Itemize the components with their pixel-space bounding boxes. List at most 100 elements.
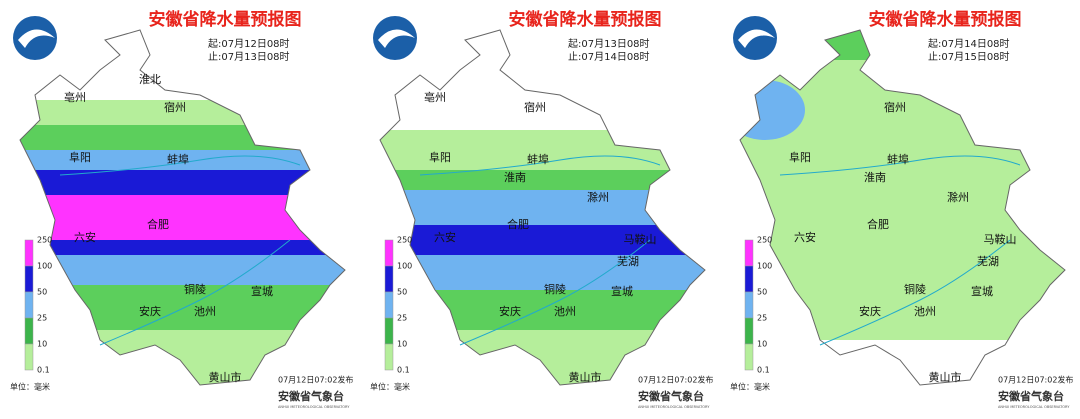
city-label: 蚌埠: [887, 152, 909, 166]
legend-swatch: [24, 239, 34, 267]
agency: 安徽省气象台: [278, 389, 344, 403]
legend-swatch: [744, 343, 754, 371]
map: [380, 30, 705, 385]
legend-swatch: [24, 343, 34, 371]
legend-swatch: [744, 265, 754, 293]
city-label: 宿州: [524, 100, 546, 114]
city-label: 宣城: [611, 284, 633, 298]
legend-label: 100: [37, 262, 52, 271]
logo-swirl: [738, 29, 775, 48]
city-label: 安庆: [859, 304, 881, 318]
logo-swirl: [18, 29, 55, 48]
start-time: 起:07月12日08时: [208, 38, 290, 50]
city-label: 马鞍山: [984, 232, 1017, 246]
publish-time: 07月12日07:02发布: [278, 375, 353, 385]
city-label: 阜阳: [69, 151, 91, 164]
city-label: 六安: [794, 230, 816, 244]
legend-label: 100: [397, 262, 412, 271]
logo: [13, 16, 57, 60]
city-label: 安庆: [499, 304, 521, 318]
start-time: 起:07月14日08时: [928, 38, 1010, 50]
city-label: 宣城: [971, 284, 993, 298]
province-border: [379, 29, 706, 386]
city-label: 合肥: [147, 217, 169, 231]
legend-swatch: [384, 265, 394, 293]
city-label: 马鞍山: [624, 232, 657, 246]
river: [419, 155, 661, 176]
unit: 单位：毫米: [370, 382, 410, 392]
city-label: 宿州: [884, 100, 906, 114]
legend-swatch: [744, 291, 754, 319]
unit: 单位：毫米: [10, 382, 50, 392]
city-label: 蚌埠: [527, 152, 549, 166]
river: [59, 155, 301, 176]
legend-swatch: [744, 239, 754, 267]
rain-band: [380, 255, 705, 290]
end-time: 止:07月13日08时: [208, 51, 290, 63]
city-label: 亳州: [424, 90, 446, 104]
legend-label: 0.1: [37, 366, 50, 375]
legend-label: 0.1: [397, 366, 410, 375]
rain-band: [20, 285, 345, 330]
agency-en: ANHUI METEOROLOGICAL OBSERVATORY: [998, 405, 1070, 409]
river: [819, 239, 1011, 346]
city-label: 黄山市: [929, 370, 962, 384]
city-label: 池州: [554, 305, 576, 318]
agency: 安徽省气象台: [998, 389, 1064, 403]
rain-band: [20, 240, 345, 255]
city-label: 亳州: [64, 90, 86, 104]
panel-title: 安徽省降水量预报图: [869, 9, 1022, 30]
legend-swatch: [384, 343, 394, 371]
legend-label: 250: [757, 236, 772, 245]
legend-label: 10: [37, 340, 47, 349]
city-label: 黄山市: [569, 370, 602, 384]
legend-swatch: [24, 291, 34, 319]
city-label: 蚌埠: [167, 152, 189, 166]
city-label: 芜湖: [977, 254, 999, 268]
rain-band: [20, 125, 345, 150]
city-label: 滁州: [947, 190, 969, 204]
agency-en: ANHUI METEOROLOGICAL OBSERVATORY: [638, 405, 710, 409]
publish-time: 07月12日07:02发布: [998, 375, 1073, 385]
legend-swatch: [384, 291, 394, 319]
city-label: 池州: [914, 305, 936, 318]
start-time: 起:07月13日08时: [568, 38, 650, 50]
city-label: 六安: [74, 230, 96, 244]
legend-label: 25: [757, 314, 767, 323]
logo-swirl: [378, 29, 415, 48]
river: [459, 239, 651, 346]
city-label: 宿州: [164, 100, 186, 114]
city-label: 淮北: [139, 73, 161, 86]
city-label: 阜阳: [789, 151, 811, 164]
river: [99, 239, 291, 346]
river: [779, 155, 1021, 176]
legend-swatch: [744, 317, 754, 345]
logo: [373, 16, 417, 60]
legend-label: 25: [397, 314, 407, 323]
city-label: 滁州: [587, 190, 609, 204]
legend-label: 250: [397, 236, 412, 245]
legend-swatch: [384, 317, 394, 345]
agency: 安徽省气象台: [638, 389, 704, 403]
unit: 单位：毫米: [730, 382, 770, 392]
end-time: 止:07月14日08时: [568, 51, 650, 63]
legend-label: 25: [37, 314, 47, 323]
city-label: 六安: [434, 230, 456, 244]
city-label: 黄山市: [209, 370, 242, 384]
city-label: 池州: [194, 305, 216, 318]
rain-area: [740, 80, 805, 140]
city-label: 阜阳: [429, 151, 451, 164]
city-label: 淮南: [864, 171, 886, 184]
rain-band: [380, 190, 705, 225]
rain-band: [20, 150, 345, 170]
rain-band: [380, 225, 705, 255]
agency-en: ANHUI METEOROLOGICAL OBSERVATORY: [278, 405, 350, 409]
city-label: 安庆: [139, 304, 161, 318]
map: [20, 30, 345, 385]
legend-label: 50: [757, 288, 767, 297]
publish-time: 07月12日07:02发布: [638, 375, 713, 385]
rain-band: [20, 255, 345, 285]
